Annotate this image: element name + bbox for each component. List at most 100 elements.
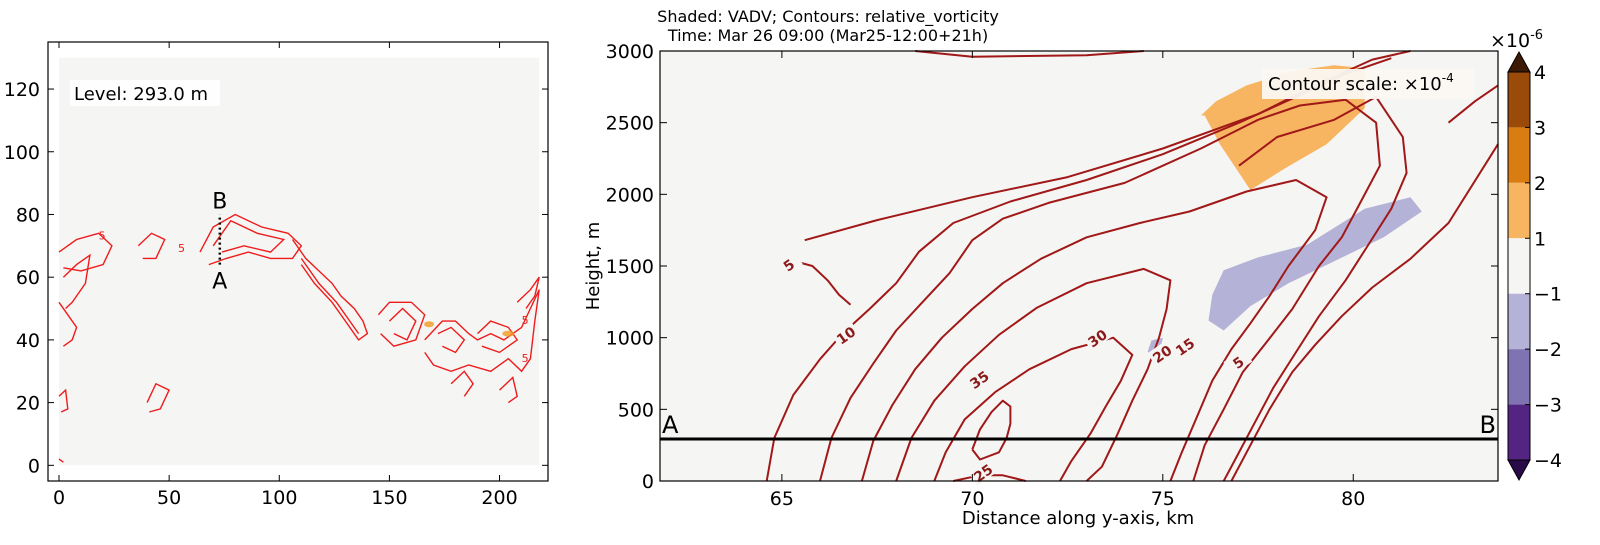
left-contour-12	[437, 326, 466, 354]
colorbar-tick-label: −1	[1534, 284, 1562, 306]
left-contour-7	[291, 239, 369, 341]
contour-label-bg-1	[773, 250, 803, 278]
left-x-tick-label: 0	[53, 487, 65, 509]
right-title-line2: Time: Mar 26 09:00 (Mar25-12:00+21h)	[667, 26, 988, 45]
height-line-end-label: B	[1480, 411, 1496, 439]
right-x-tick-label: 75	[1151, 488, 1175, 510]
height-line-start-label: A	[662, 411, 679, 439]
right-contour-lines	[765, 50, 1499, 482]
colorbar-bin-4	[1508, 238, 1530, 294]
left-y-tick-label: 120	[4, 79, 40, 101]
section-start-label: A	[212, 270, 227, 295]
right-y-tick-label: 500	[618, 399, 654, 421]
contour-label-bg-2	[831, 321, 860, 349]
contour-15	[819, 98, 1381, 482]
right-panel: Shaded: VADV; Contours: relative_vortici…	[583, 7, 1499, 529]
contour-label-bg-4	[1082, 324, 1112, 351]
left-contour-label-1: 5	[99, 230, 106, 243]
contour-20	[860, 179, 1328, 482]
contour-35	[971, 399, 1012, 461]
left-contour-18	[58, 458, 64, 463]
left-contour-5	[199, 213, 303, 266]
right-axis-ticks: 65 70 75 80 0 500 1000 1500 2000 2500 3000	[606, 41, 1498, 510]
left-x-tick-label: 50	[157, 487, 181, 509]
left-contour-6	[212, 219, 286, 253]
left-contour-11	[424, 289, 540, 373]
right-title-line1: Shaded: VADV; Contours: relative_vortici…	[657, 7, 999, 27]
left-field-area	[59, 57, 540, 466]
colorbar-tick-label: 2	[1534, 173, 1546, 195]
left-contour-2	[62, 253, 91, 310]
colorbar: ×10-6 4 3 2 1 −1 −2 −3 −4	[1490, 28, 1562, 482]
colorbar-over-triangle	[1507, 50, 1531, 73]
right-y-tick-label: 2500	[606, 113, 654, 135]
contour-5-inner	[785, 257, 852, 306]
colorbar-multiplier: ×10	[1490, 30, 1530, 52]
colorbar-tick-label: −2	[1534, 339, 1562, 361]
contour-25	[895, 267, 1172, 482]
left-contour-4	[137, 232, 166, 260]
left-axis-ticks: 0 50 100 150 200 0 20 40 60 80 100 120	[4, 42, 548, 509]
right-x-tick-label: 80	[1341, 488, 1365, 510]
right-y-tick-label: 2000	[606, 184, 654, 206]
left-y-tick-label: 60	[16, 267, 40, 289]
left-y-tick-label: 20	[16, 393, 40, 415]
left-x-tick-label: 150	[371, 487, 407, 509]
left-contour-1	[58, 232, 113, 272]
left-y-tick-label: 40	[16, 330, 40, 352]
contour-label-bg-5	[1147, 339, 1177, 367]
left-contour-19	[450, 370, 474, 397]
left-level-annotation: Level: 293.0 m	[74, 84, 208, 105]
left-contour-8	[300, 257, 360, 335]
left-contour-label-3: 5	[522, 314, 529, 327]
left-y-tick-label: 80	[16, 204, 40, 226]
left-y-tick-label: 100	[4, 142, 40, 164]
colorbar-tick-label: 3	[1534, 117, 1546, 139]
left-hotspot-2	[502, 330, 515, 337]
contour-mid-loop	[1222, 95, 1408, 482]
section-end-label: B	[212, 189, 227, 214]
left-annotation-box: Level: 293.0 m	[70, 80, 220, 106]
colorbar-frame	[1507, 71, 1531, 461]
contour-label-group-1: 5	[773, 250, 803, 278]
contour-scale-text: Contour scale: ×10	[1268, 74, 1442, 95]
contour-label-group-7: 5	[1223, 348, 1253, 376]
right-y-tick-label: 0	[642, 471, 654, 493]
left-x-tick-label: 200	[481, 487, 517, 509]
negative-vadv-region	[1208, 197, 1422, 331]
colorbar-under-triangle	[1507, 459, 1531, 482]
colorbar-tick-label: 4	[1534, 62, 1546, 84]
colorbar-bin-2	[1508, 127, 1530, 183]
left-contour-label-2: 5	[178, 242, 185, 255]
left-hotspot-1	[424, 321, 435, 328]
left-contour-3	[58, 301, 78, 347]
left-contour-15	[146, 382, 171, 413]
right-y-tick-label: 1500	[606, 256, 654, 278]
contour-label-bg-7	[1223, 348, 1253, 376]
colorbar-bin-1	[1508, 72, 1530, 128]
colorbar-bin-6	[1508, 349, 1530, 405]
svg-text:×10-6: ×10-6	[1490, 28, 1543, 52]
left-contour-10	[388, 307, 417, 341]
contour-label-bg-3	[964, 365, 994, 393]
contour-30	[933, 336, 1134, 482]
contour-right-top	[1447, 84, 1499, 124]
colorbar-tick-label: −4	[1534, 450, 1562, 472]
contour-scale-exponent: -4	[1442, 71, 1454, 85]
colorbar-bin-5	[1508, 293, 1530, 350]
contour-5-right	[1230, 143, 1499, 482]
right-x-tick-label: 65	[770, 488, 794, 510]
contour-5-outer	[804, 50, 1411, 242]
left-field-background	[59, 57, 540, 466]
left-y-tick-label: 0	[28, 455, 40, 477]
right-y-tick-label: 3000	[606, 41, 654, 63]
colorbar-tick-label: −3	[1534, 395, 1562, 417]
contour-label-bg-6	[1170, 332, 1199, 360]
contour-10	[765, 57, 1392, 482]
left-contour-14	[516, 276, 540, 309]
left-contour-label-4: 5	[522, 352, 529, 365]
colorbar-bin-3	[1508, 182, 1530, 239]
right-y-tick-label: 1000	[606, 328, 654, 350]
